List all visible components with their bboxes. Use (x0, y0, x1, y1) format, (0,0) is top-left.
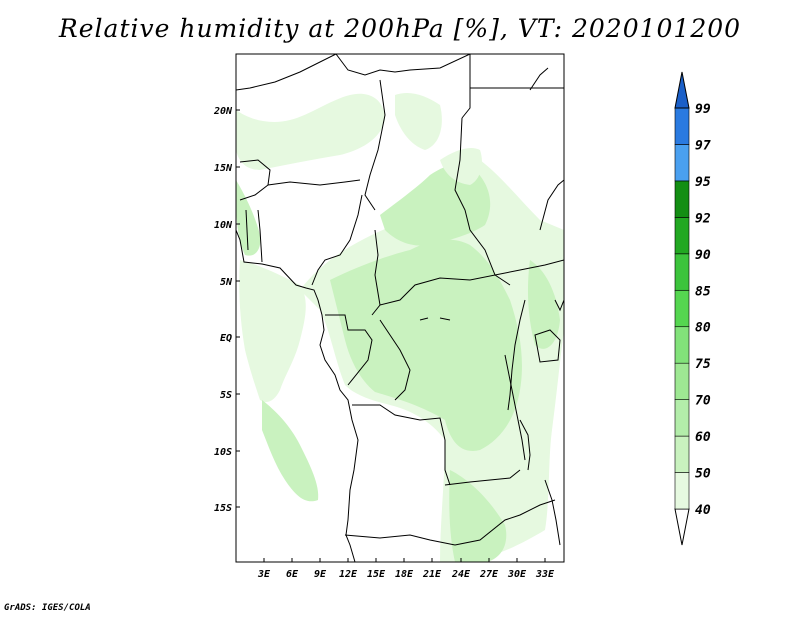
colorbar-upper-arrow (674, 71, 690, 109)
longitude-axis: 3E 6E 9E 12E 15E 18E 21E 24E 27E 30E 33E (257, 558, 555, 580)
colorbar-label: 75 (695, 357, 711, 372)
border-west-3 (245, 209, 249, 251)
humidity-area-coast (239, 260, 306, 402)
border-sinai (529, 67, 549, 91)
border-west-2 (257, 209, 263, 263)
lon-tick-label: 33E (535, 569, 555, 580)
humidity-area-northeast (395, 93, 442, 150)
lon-tick-label: 6E (286, 569, 299, 580)
border-sahara-1 (236, 54, 337, 91)
colorbar-label: 80 (695, 321, 711, 336)
coastline-west-africa (236, 229, 359, 562)
colorbar: 40 50 60 70 75 80 85 90 92 95 97 99 (674, 71, 711, 546)
humidity-field (236, 54, 564, 562)
border-lake-2 (439, 317, 451, 321)
grads-credit: GrADS: IGES/COLA (4, 603, 91, 613)
border-cameroon-car (371, 229, 381, 316)
lat-tick-label: 5N (220, 277, 233, 288)
humidity-area-northwest (236, 93, 385, 170)
lon-tick-label: 9E (314, 569, 327, 580)
colorbar-segment (674, 326, 690, 364)
lon-tick-label: 18E (395, 569, 414, 580)
border-west-1 (239, 159, 271, 201)
border-niger-nigeria (267, 179, 361, 186)
colorbar-label: 97 (695, 138, 711, 153)
lat-tick-label: EQ (220, 333, 232, 344)
border-lake-victoria (534, 329, 561, 363)
border-gabon (325, 314, 373, 386)
border-congo-drc (379, 319, 411, 401)
colorbar-segment (674, 253, 690, 291)
colorbar-label: 92 (695, 211, 711, 226)
lon-tick-label: 15E (367, 569, 386, 580)
border-nile (504, 354, 526, 461)
map-title: Relative humidity at 200hPa [%], VT: 202… (58, 14, 742, 43)
colorbar-segment (674, 217, 690, 255)
lat-tick-label: 15N (214, 163, 233, 174)
map-frame (235, 53, 565, 563)
colorbar-label: 60 (695, 430, 711, 445)
border-chad-sudan (454, 117, 496, 276)
lon-tick-label: 27E (479, 569, 499, 580)
border-angola-east (444, 469, 521, 486)
colorbar-segment (674, 107, 690, 145)
colorbar-segment (674, 289, 690, 328)
border-lake-tanganyika (519, 419, 531, 471)
border-drc-uganda (507, 299, 526, 411)
lat-tick-label: 15S (214, 503, 232, 514)
border-south-sudan (494, 259, 564, 276)
colorbar-label: 70 (695, 394, 711, 409)
lon-tick-label: 3E (257, 569, 271, 580)
colorbar-segment (674, 144, 690, 182)
colorbar-label: 40 (695, 503, 711, 518)
border-kenya (554, 299, 564, 312)
border-nigeria-cameroon (311, 194, 363, 286)
border-angola-north (352, 404, 451, 486)
humidity-area-east (527, 260, 560, 349)
colorbar-segment (674, 435, 690, 473)
colorbar-segment (674, 362, 690, 400)
colorbar-lower-arrow (674, 508, 690, 546)
lon-tick-label: 12E (339, 569, 358, 580)
border-sudan-ethiopia (539, 179, 564, 231)
lat-tick-label: 20N (213, 106, 233, 117)
latitude-axis: 20N 15N 10N 5N EQ 5S 10S 15S (213, 106, 240, 514)
colorbar-segment (674, 399, 690, 437)
border-zambia (454, 499, 556, 546)
lat-tick-label: 10S (214, 447, 232, 458)
border-sahara-2 (335, 54, 471, 76)
lon-tick-label: 30E (507, 569, 527, 580)
humidity-area-chad (440, 148, 482, 185)
colorbar-segment (674, 472, 690, 510)
humidity-area-southeast (449, 470, 507, 562)
border-angola-south (344, 534, 456, 546)
border-egypt-libya (461, 54, 471, 119)
colorbar-label: 50 (695, 467, 711, 482)
country-borders (236, 54, 564, 562)
colorbar-label: 85 (695, 284, 711, 299)
border-mozambique (544, 479, 561, 546)
humidity-plume-southwest (262, 400, 319, 502)
lat-tick-label: 10N (214, 220, 233, 231)
colorbar-label: 99 (695, 102, 711, 117)
lat-tick-label: 5S (220, 390, 232, 401)
lon-tick-label: 21E (422, 569, 442, 580)
border-lake-1 (419, 317, 429, 321)
lon-tick-label: 24E (451, 569, 471, 580)
colorbar-segment (674, 180, 690, 218)
colorbar-label: 90 (695, 248, 711, 263)
border-niger-chad (364, 79, 386, 211)
colorbar-label: 95 (695, 175, 711, 190)
humidity-area-north (380, 164, 491, 246)
